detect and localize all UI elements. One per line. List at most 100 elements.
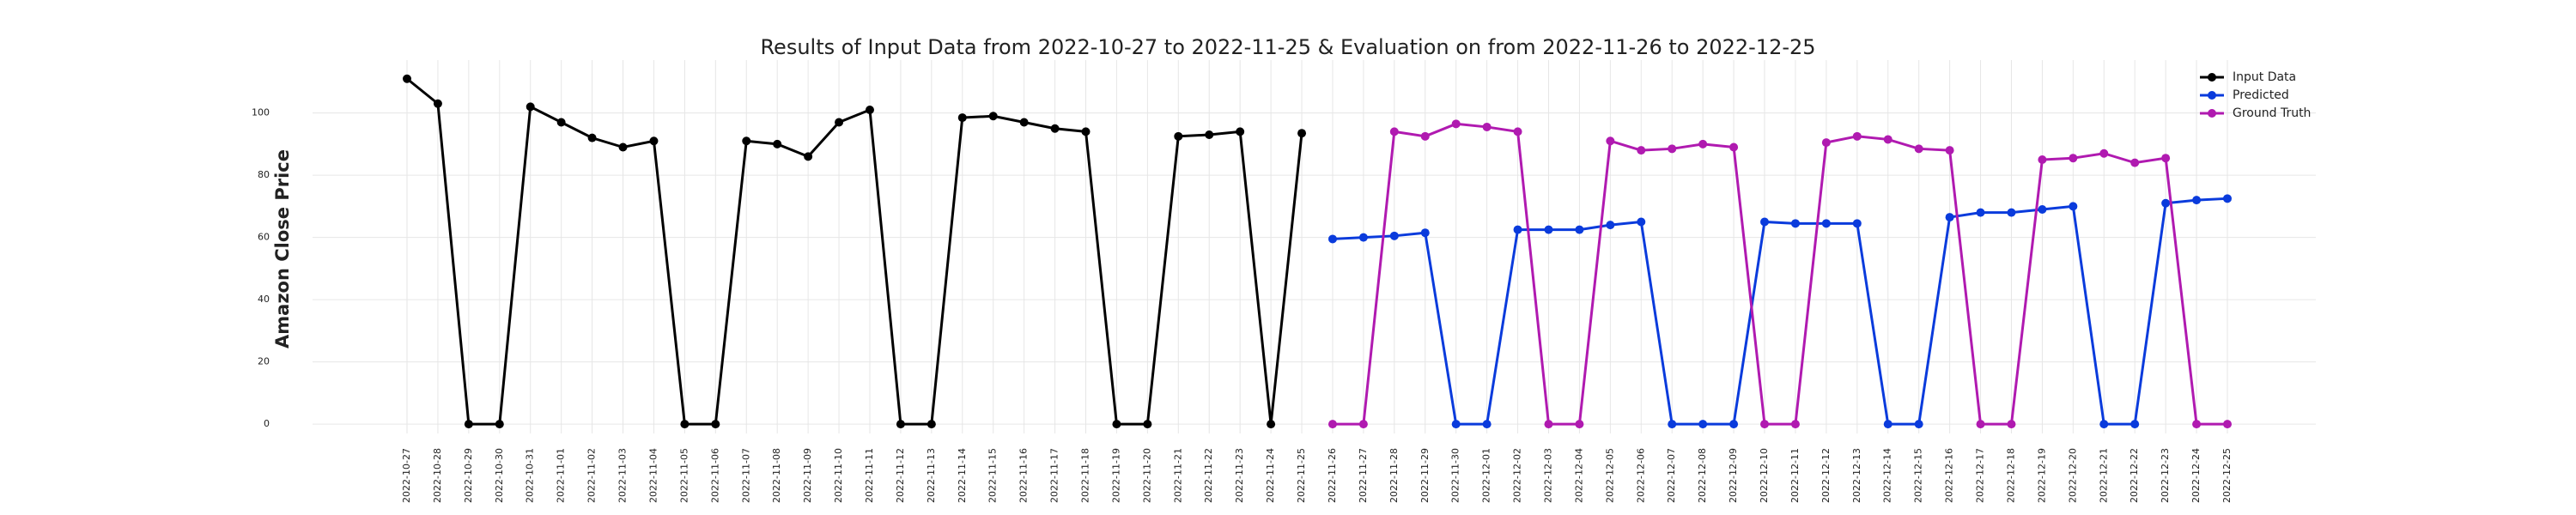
- data-point: [1606, 136, 1615, 146]
- x-tick-label: 2022-11-25: [1296, 448, 1307, 503]
- x-tick-label: 2022-11-06: [709, 448, 720, 503]
- data-point: [1790, 420, 1800, 429]
- x-tick-label: 2022-12-19: [2036, 448, 2047, 503]
- data-point: [1513, 127, 1522, 136]
- data-point: [2161, 198, 2171, 208]
- data-point: [2192, 196, 2202, 205]
- x-tick-label: 2022-11-01: [556, 448, 567, 503]
- x-tick-label: 2022-12-11: [1789, 448, 1801, 503]
- data-point: [865, 106, 874, 114]
- x-tick-label: 2022-12-24: [2190, 448, 2202, 503]
- x-tick-label: 2022-11-20: [1141, 448, 1152, 503]
- x-tick-label: 2022-12-09: [1728, 448, 1739, 503]
- x-tick-label: 2022-11-14: [957, 448, 968, 503]
- data-point: [1976, 420, 1985, 429]
- data-point: [896, 420, 905, 429]
- x-tick-label: 2022-12-02: [1512, 448, 1523, 503]
- y-tick-label: 0: [264, 418, 270, 429]
- series-line: [1332, 122, 2227, 426]
- x-tick-label: 2022-11-12: [895, 448, 906, 503]
- data-point: [988, 112, 998, 121]
- x-tick-label: 2022-10-30: [494, 448, 505, 503]
- x-tick-label: 2022-12-12: [1820, 448, 1832, 503]
- data-point: [1267, 420, 1276, 429]
- data-point: [1637, 217, 1646, 227]
- data-point: [1698, 420, 1708, 429]
- data-point: [1883, 420, 1893, 429]
- data-point: [1883, 135, 1893, 144]
- data-point: [680, 420, 690, 429]
- x-tick-label: 2022-12-13: [1851, 448, 1862, 503]
- data-point: [957, 113, 967, 123]
- data-point: [1019, 118, 1029, 127]
- x-tick-label: 2022-11-23: [1234, 448, 1245, 503]
- data-point: [1482, 420, 1492, 429]
- data-point: [2069, 202, 2078, 211]
- data-point: [2007, 208, 2016, 217]
- data-point: [2038, 205, 2047, 214]
- data-point: [1698, 139, 1708, 148]
- data-point: [1575, 225, 1584, 234]
- x-tick-label: 2022-11-18: [1080, 448, 1091, 503]
- data-point: [1174, 131, 1183, 141]
- x-tick-label: 2022-11-27: [1358, 448, 1369, 503]
- x-tick-label: 2022-12-14: [1882, 448, 1893, 503]
- data-point: [1358, 420, 1368, 429]
- y-tick-label: 60: [258, 232, 270, 243]
- series-line: [406, 77, 1303, 426]
- legend-marker: [2208, 91, 2216, 100]
- data-point: [1451, 420, 1461, 429]
- data-point: [1760, 420, 1770, 429]
- data-point: [1081, 127, 1091, 136]
- data-point: [1637, 146, 1646, 155]
- x-tick-label: 2022-11-13: [926, 448, 937, 503]
- data-point: [927, 420, 936, 429]
- x-tick-label: 2022-12-20: [2067, 448, 2078, 503]
- data-point: [1420, 131, 1430, 141]
- data-point: [2007, 420, 2016, 429]
- data-point: [2099, 148, 2109, 158]
- data-point: [1606, 221, 1615, 230]
- data-point: [1729, 142, 1739, 152]
- legend-label: Predicted: [2233, 88, 2289, 102]
- data-point: [1852, 131, 1862, 141]
- data-point: [2038, 155, 2047, 164]
- x-tick-label: 2022-11-02: [586, 448, 598, 503]
- data-point: [1668, 420, 1677, 429]
- x-tick-label: 2022-12-06: [1635, 448, 1646, 503]
- x-tick-label: 2022-10-28: [432, 448, 443, 503]
- x-tick-label: 2022-12-03: [1542, 448, 1553, 503]
- data-point: [1790, 219, 1800, 228]
- data-point: [1143, 420, 1152, 429]
- y-tick-label: 40: [258, 294, 270, 305]
- legend-marker: [2208, 109, 2216, 118]
- data-point: [526, 102, 535, 112]
- x-tick-label: 2022-11-05: [678, 448, 690, 503]
- data-point: [2099, 420, 2109, 429]
- data-point: [1852, 219, 1862, 228]
- series-line: [1332, 197, 2228, 426]
- data-point: [618, 142, 628, 152]
- x-tick-label: 2022-11-28: [1388, 448, 1400, 503]
- x-tick-label: 2022-11-16: [1018, 448, 1030, 503]
- data-point: [1821, 138, 1831, 148]
- data-point: [1389, 127, 1399, 136]
- x-tick-label: 2022-12-04: [1573, 448, 1584, 503]
- data-point: [1760, 217, 1770, 227]
- y-tick-label: 100: [252, 107, 270, 118]
- x-tick-label: 2022-11-09: [802, 448, 813, 503]
- data-point: [804, 152, 813, 161]
- data-point: [2161, 154, 2171, 163]
- data-point: [1914, 144, 1923, 154]
- data-point: [1420, 228, 1430, 238]
- legend-marker: [2208, 73, 2216, 82]
- y-tick-label: 80: [258, 169, 270, 180]
- data-point: [1976, 208, 1985, 217]
- data-point: [1544, 420, 1553, 429]
- data-point: [773, 139, 782, 148]
- data-point: [1575, 420, 1584, 429]
- x-tick-label: 2022-12-01: [1481, 448, 1492, 503]
- data-point: [433, 99, 442, 108]
- x-tick-label: 2022-11-22: [1203, 448, 1214, 503]
